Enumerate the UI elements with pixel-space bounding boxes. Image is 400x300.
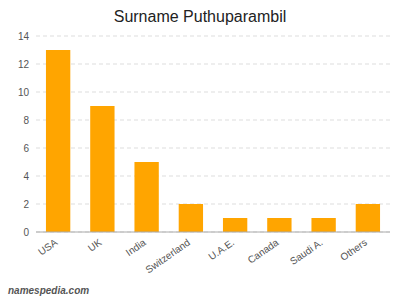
y-tick-label: 6: [23, 143, 29, 154]
x-axis-line: [36, 232, 390, 233]
bar: [134, 162, 158, 232]
y-tick-label: 2: [23, 199, 29, 210]
chart-container: Surname Puthuparambil 0 2 4 6 8 10 12 14 USA UK Ind…: [0, 0, 400, 300]
x-tick-label: Canada: [246, 236, 281, 265]
x-tick-label: U.A.E.: [206, 237, 236, 263]
bar: [46, 50, 70, 232]
bars: [46, 50, 380, 232]
bar: [90, 106, 114, 232]
grid: [36, 36, 390, 232]
bar: [267, 218, 291, 232]
y-tick-label: 10: [18, 87, 30, 98]
bar: [223, 218, 247, 232]
grid-line: [36, 64, 390, 65]
y-tick-label: 14: [18, 31, 30, 42]
grid-line: [36, 148, 390, 149]
y-tick-label: 12: [18, 59, 30, 70]
grid-line: [36, 176, 390, 177]
bar: [179, 204, 203, 232]
y-tick-label: 4: [23, 171, 29, 182]
y-tick-label: 0: [23, 227, 29, 238]
chart: Surname Puthuparambil 0 2 4 6 8 10 12 14 USA UK Ind…: [0, 0, 400, 300]
x-tick-label: Switzerland: [143, 237, 192, 276]
grid-line: [36, 204, 390, 205]
grid-line: [36, 92, 390, 93]
x-tick-label: Others: [338, 237, 369, 263]
footer: namespedia.com: [8, 285, 89, 296]
grid-line: [36, 120, 390, 121]
grid-line: [36, 232, 390, 233]
y-tick-label: 8: [23, 115, 29, 126]
x-tick-label: India: [124, 236, 148, 258]
bar: [356, 204, 380, 232]
title: Surname Puthuparambil: [114, 8, 287, 25]
x-tick-label: UK: [86, 236, 104, 253]
bar: [311, 218, 335, 232]
x-tick-label: Saudi A.: [288, 237, 325, 267]
x-tick-label: USA: [36, 236, 59, 257]
grid-line: [36, 36, 390, 37]
